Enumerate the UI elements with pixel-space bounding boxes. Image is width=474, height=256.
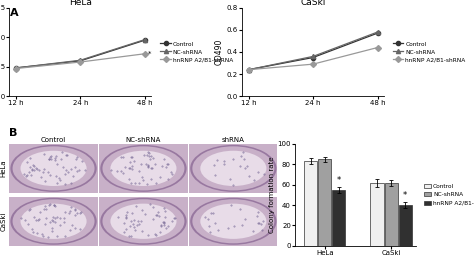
Ellipse shape	[190, 145, 276, 192]
Bar	[384, 183, 398, 246]
Ellipse shape	[10, 145, 97, 192]
Ellipse shape	[100, 145, 187, 192]
Bar	[371, 183, 384, 246]
Y-axis label: OD490: OD490	[215, 39, 224, 65]
Bar	[304, 161, 318, 246]
Bar	[399, 205, 412, 246]
Title: CaSki: CaSki	[301, 0, 326, 7]
Bar	[318, 159, 331, 246]
Text: B: B	[9, 128, 18, 138]
Title: HeLa: HeLa	[69, 0, 92, 7]
Legend: Control, NC-shRNA, hnRNP A2/B1-shRNA: Control, NC-shRNA, hnRNP A2/B1-shRNA	[160, 41, 233, 63]
Ellipse shape	[20, 204, 87, 239]
Legend: Control, NC-shRNA, hnRNP A2/B1-shRNA: Control, NC-shRNA, hnRNP A2/B1-shRNA	[392, 41, 466, 63]
Ellipse shape	[102, 146, 184, 190]
Ellipse shape	[110, 151, 176, 186]
Ellipse shape	[13, 146, 94, 190]
Ellipse shape	[102, 199, 184, 243]
Ellipse shape	[201, 151, 266, 186]
Y-axis label: Colony formation rate: Colony formation rate	[269, 157, 274, 233]
Ellipse shape	[100, 198, 187, 245]
Title: Control: Control	[41, 137, 66, 143]
Ellipse shape	[13, 199, 94, 243]
Text: *: *	[337, 176, 341, 185]
Ellipse shape	[192, 146, 274, 190]
Y-axis label: CaSki: CaSki	[0, 211, 7, 231]
Ellipse shape	[190, 198, 276, 245]
Bar	[332, 190, 346, 246]
Legend: Control, NC-shRNA, hnRNP A2/B1-shRNA: Control, NC-shRNA, hnRNP A2/B1-shRNA	[424, 183, 474, 207]
Title: shRNA: shRNA	[222, 137, 245, 143]
Ellipse shape	[20, 151, 87, 186]
Y-axis label: HeLa: HeLa	[0, 159, 7, 177]
Ellipse shape	[110, 204, 176, 239]
Title: NC-shRNA: NC-shRNA	[126, 137, 161, 143]
Text: *: *	[148, 51, 152, 57]
Text: *: *	[403, 191, 407, 200]
Ellipse shape	[192, 199, 274, 243]
Text: A: A	[9, 8, 18, 18]
Ellipse shape	[201, 204, 266, 239]
Ellipse shape	[10, 198, 97, 245]
